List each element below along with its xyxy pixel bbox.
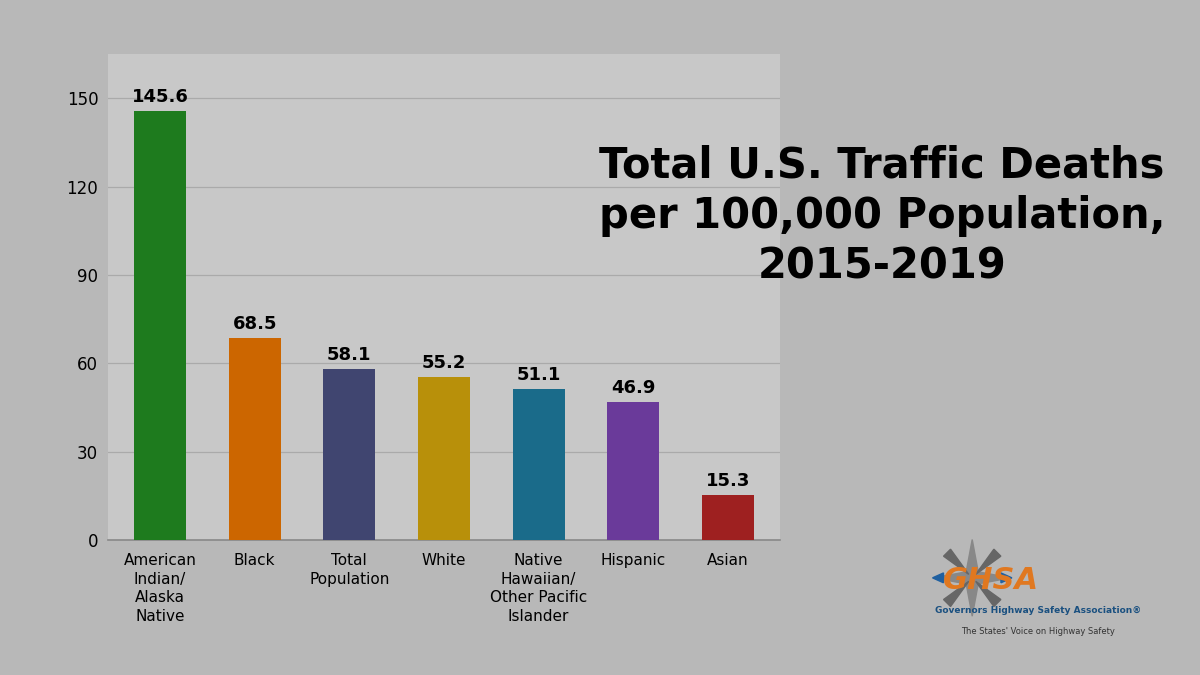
Bar bbox=[512, 389, 565, 540]
Text: 58.1: 58.1 bbox=[328, 346, 372, 364]
Text: 68.5: 68.5 bbox=[233, 315, 277, 333]
Polygon shape bbox=[943, 549, 968, 574]
Text: Governors Highway Safety Association®: Governors Highway Safety Association® bbox=[935, 606, 1141, 616]
Bar bbox=[607, 402, 659, 540]
Polygon shape bbox=[932, 573, 943, 583]
Bar bbox=[702, 495, 754, 540]
Bar bbox=[418, 377, 470, 540]
Polygon shape bbox=[1001, 573, 1012, 583]
Text: 46.9: 46.9 bbox=[611, 379, 655, 396]
Polygon shape bbox=[976, 549, 1001, 574]
Text: 55.2: 55.2 bbox=[422, 354, 466, 372]
Text: 51.1: 51.1 bbox=[516, 366, 560, 384]
Bar bbox=[229, 338, 281, 540]
Polygon shape bbox=[976, 581, 1001, 607]
Text: The States' Voice on Highway Safety: The States' Voice on Highway Safety bbox=[961, 626, 1115, 636]
Bar bbox=[134, 111, 186, 540]
Text: GHSA: GHSA bbox=[943, 566, 1039, 595]
Polygon shape bbox=[943, 581, 968, 607]
Text: Total U.S. Traffic Deaths
per 100,000 Population,
2015-2019: Total U.S. Traffic Deaths per 100,000 Po… bbox=[599, 144, 1165, 288]
Text: 15.3: 15.3 bbox=[706, 472, 750, 489]
Polygon shape bbox=[934, 539, 1010, 616]
Bar bbox=[323, 369, 376, 540]
Text: 145.6: 145.6 bbox=[132, 88, 188, 106]
